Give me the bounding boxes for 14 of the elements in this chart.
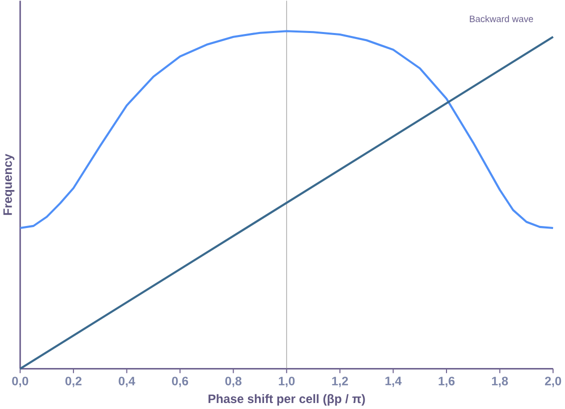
x-tick-label: 1,0	[278, 376, 295, 388]
x-axis-title: Phase shift per cell (βp / π)	[208, 394, 365, 406]
x-tick-label: 1,2	[332, 376, 348, 388]
x-tick-label: 2,0	[544, 376, 562, 388]
x-tick-label: 1,6	[438, 376, 455, 388]
x-tick-label: 0,4	[118, 376, 136, 388]
x-tick-label: 1,8	[492, 376, 508, 388]
x-tick-label: 1,4	[385, 376, 402, 388]
y-axis-title: Frequency	[3, 154, 14, 215]
text: Backward wave	[470, 15, 534, 22]
x-tick-label: 0,8	[225, 376, 242, 388]
x-tick-label: 0,0	[12, 376, 28, 388]
x-tick-label: 0,2	[65, 376, 82, 388]
x-tick-label: 0,6	[172, 376, 188, 388]
